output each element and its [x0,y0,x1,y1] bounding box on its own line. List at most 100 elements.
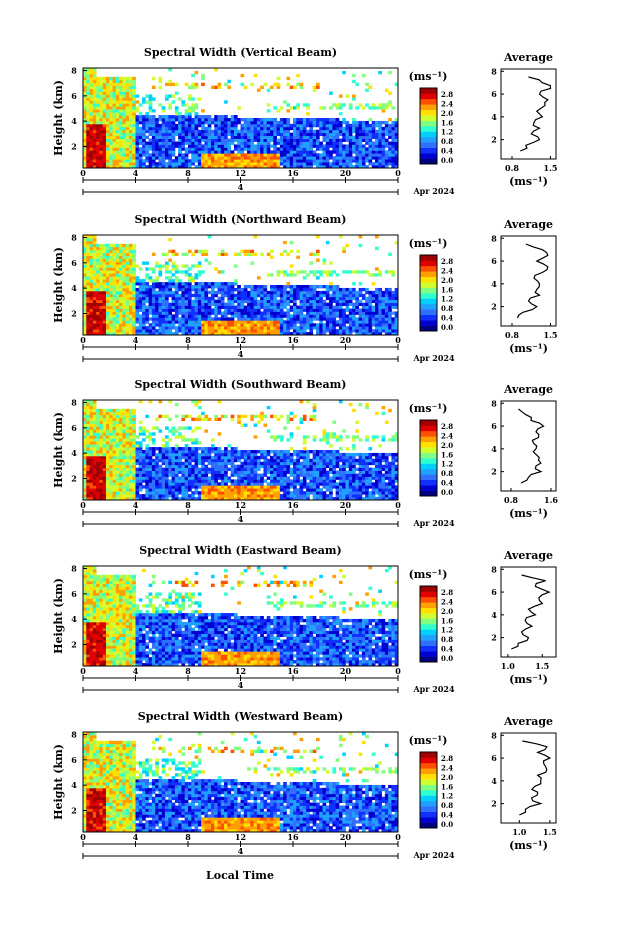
heatmap-cell [96,494,100,498]
heatmap-cell [361,311,366,315]
heatmap-cell [125,432,130,436]
heatmap-cell [309,326,314,330]
heatmap-cell [145,94,150,98]
heatmap-cell [102,299,107,304]
heatmap-cell [92,314,97,318]
heatmap-cell [197,293,202,298]
heatmap-cell [83,435,87,439]
heatmap-cell [96,243,100,248]
heatmap-cell [102,461,107,466]
heatmap-cell [155,473,159,477]
heatmap-cell [135,458,140,463]
heatmap-cell [345,147,350,151]
heatmap-cell [224,308,228,312]
heatmap-cell [83,326,87,330]
heatmap-cell [348,290,353,295]
heatmap-cell [263,129,268,134]
heatmap-cell [293,311,297,315]
heatmap-cell [168,464,172,469]
heatmap-cell [142,261,146,265]
heatmap-cell [319,285,323,289]
heatmap-cell [112,94,117,98]
heatmap-cell [273,162,277,166]
heatmap-cell [132,285,136,289]
heatmap-cell [322,159,327,163]
heatmap-cell [214,129,218,134]
heatmap-cell [296,126,300,131]
heatmap-cell [174,494,179,498]
heatmap-cell [319,156,323,160]
heatmap-cell [394,141,399,145]
avg-frame [500,68,557,160]
heatmap-cell [132,144,136,148]
heatmap-cell [361,305,366,309]
heatmap-cell [86,323,90,327]
heatmap-cell [263,320,268,324]
heatmap-cell [270,314,274,318]
heatmap-cell [224,252,228,256]
heatmap-cell [151,479,156,483]
heatmap-cell [210,308,215,312]
heatmap-cell [276,320,281,324]
heatmap-cell [122,129,127,134]
heatmap-cell [89,97,94,101]
heatmap-cell [273,302,277,306]
heatmap-cell [171,261,176,265]
heatmap-cell [256,314,261,318]
heatmap-cell [151,109,156,113]
heatmap-cell [352,282,356,286]
heatmap-cell [165,115,169,119]
heatmap-cell [220,118,225,122]
heatmap-cell [168,461,172,466]
heatmap-cell [122,285,127,289]
heatmap-cell [335,311,340,315]
heatmap-cell [109,141,113,145]
heatmap-cell [174,162,179,166]
heatmap-cell [135,317,140,321]
heatmap-cell [115,255,120,259]
heatmap-cell [286,150,291,154]
heatmap-cell [348,302,353,306]
heatmap-cell [247,138,251,142]
heatmap-cell [365,147,369,151]
heatmap-cell [92,429,97,433]
heatmap-cell [197,326,202,330]
heatmap-cell [224,129,228,134]
heatmap-cell [260,85,264,89]
heatmap-cell [322,165,327,169]
heatmap-cell [92,293,97,298]
heatmap-cell [119,264,123,268]
heatmap-cell [319,120,323,125]
heatmap-cell [263,82,268,87]
heatmap-cell [83,82,87,87]
heatmap-cell [289,293,294,298]
heatmap-cell [342,326,346,330]
heatmap-cell [322,162,327,166]
heatmap-cell [115,411,120,416]
heatmap-cell [270,302,274,306]
colorbar-tick-label: 2.0 [441,109,453,118]
heatmap-cell [128,267,133,271]
heatmap-cell [194,103,199,107]
heatmap-cell [391,302,396,306]
heatmap-cell [325,129,330,134]
heatmap-cell [306,150,310,154]
heatmap-cell [125,261,130,265]
heatmap-cell [128,147,133,151]
heatmap-cell [135,138,140,142]
heatmap-cell [342,293,346,298]
heatmap-cell [132,423,136,427]
heatmap-cell [86,494,90,498]
heatmap-cell [86,240,90,245]
heatmap-cell [119,273,123,277]
heatmap-cell [329,118,333,122]
heatmap-cell [99,276,104,280]
heatmap-cell [119,141,123,145]
heatmap-cell [122,141,127,145]
heatmap-cell [348,320,353,324]
heatmap-cell [155,464,159,469]
heatmap-cell [184,118,189,122]
heatmap-cell [201,282,205,286]
heatmap-cell [273,320,277,324]
heatmap-cell [358,326,363,330]
